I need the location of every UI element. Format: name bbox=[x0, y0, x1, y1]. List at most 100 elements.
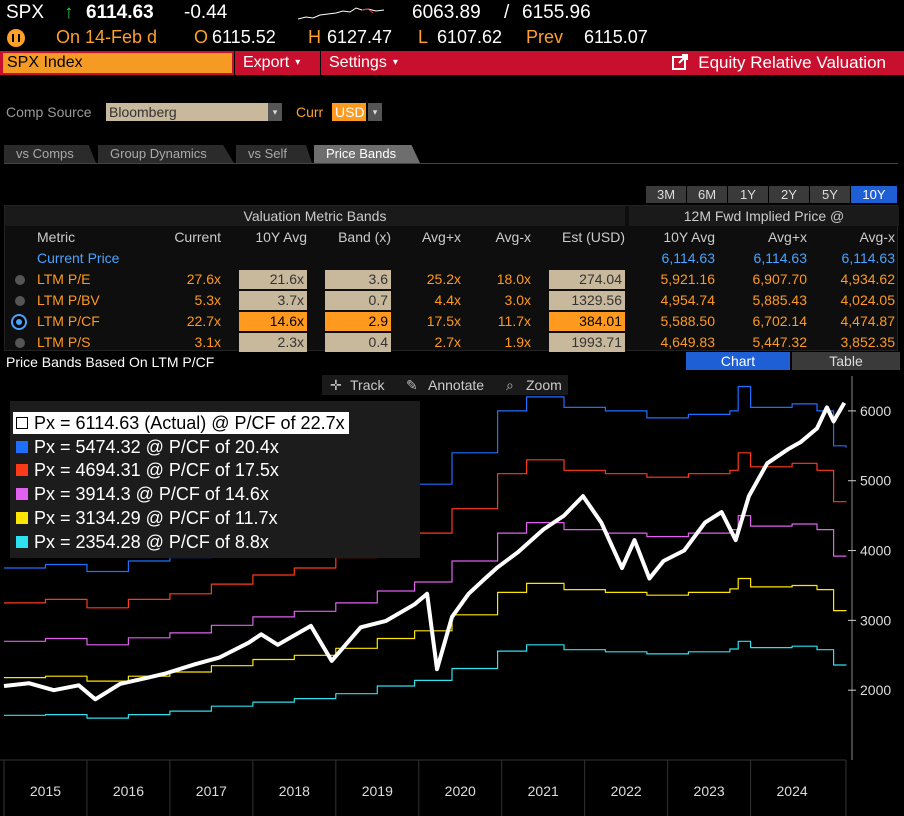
y-tick-label: 3000 bbox=[860, 612, 891, 628]
period-2y-button[interactable]: 2Y bbox=[769, 186, 809, 203]
col-10y-avg: 10Y Avg bbox=[255, 229, 307, 245]
price-change: -0.44 bbox=[184, 2, 228, 23]
prev-label: Prev bbox=[526, 27, 564, 47]
legend-item[interactable]: Px = 4694.31 @ P/CF of 17.5x bbox=[16, 459, 279, 481]
table-view-button[interactable]: Table bbox=[792, 352, 900, 370]
metric-name: LTM P/CF bbox=[37, 313, 100, 329]
section-header: Price Bands Based On LTM P/CF Chart Tabl… bbox=[0, 352, 904, 372]
security-field[interactable]: SPX Index bbox=[3, 53, 232, 73]
x-tick-label: 2024 bbox=[777, 783, 808, 799]
legend-item[interactable]: Px = 6114.63 (Actual) @ P/CF of 22.7x bbox=[13, 412, 349, 434]
x-tick-label: 2023 bbox=[694, 783, 725, 799]
x-tick-label: 2019 bbox=[362, 783, 393, 799]
legend-label: Px = 3914.3 @ P/CF of 14.6x bbox=[34, 484, 269, 504]
comp-source-dropdown[interactable]: Bloomberg bbox=[106, 103, 268, 121]
metric-band-input[interactable]: 2.9 bbox=[325, 312, 391, 331]
implied-plus: 6,907.70 bbox=[752, 271, 808, 287]
current-price-minus: 6,114.63 bbox=[841, 250, 895, 266]
radio-button[interactable] bbox=[15, 275, 25, 285]
settings-label: Settings bbox=[329, 54, 387, 72]
crosshair-icon: ✛ bbox=[330, 377, 342, 393]
magnifier-icon: ⌕ bbox=[506, 377, 514, 393]
tab-price-bands[interactable]: Price Bands bbox=[314, 145, 420, 163]
x-tick-label: 2017 bbox=[196, 783, 227, 799]
metric-est-input[interactable]: 1993.71 bbox=[549, 333, 625, 352]
chart-legend: Px = 6114.63 (Actual) @ P/CF of 22.7x Px… bbox=[10, 401, 420, 558]
period-1y-button[interactable]: 1Y bbox=[728, 186, 768, 203]
popout-icon bbox=[672, 54, 689, 70]
legend-label: Px = 6114.63 (Actual) @ P/CF of 22.7x bbox=[34, 413, 345, 433]
implied-plus: 5,447.32 bbox=[752, 334, 808, 350]
chevron-down-icon[interactable]: ▾ bbox=[268, 103, 282, 121]
tab-group-dynamics[interactable]: Group Dynamics bbox=[98, 145, 234, 163]
table-row[interactable]: LTM P/S 3.1x 2.3x 0.4 2.7x 1.9x 1993.71 … bbox=[5, 332, 899, 353]
period-6m-button[interactable]: 6M bbox=[687, 186, 727, 203]
radio-button-selected[interactable] bbox=[11, 314, 27, 330]
period-5y-button[interactable]: 5Y bbox=[810, 186, 850, 203]
radio-button[interactable] bbox=[15, 296, 25, 306]
legend-swatch bbox=[16, 488, 28, 500]
track-button[interactable]: Track bbox=[350, 377, 385, 393]
function-title-text: Equity Relative Valuation bbox=[698, 53, 886, 72]
legend-item[interactable]: Px = 5474.32 @ P/CF of 20.4x bbox=[16, 436, 279, 458]
table-row-selected[interactable]: LTM P/CF 22.7x 14.6x 2.9 17.5x 11.7x 384… bbox=[5, 311, 899, 332]
tab-strip: vs Comps Group Dynamics vs Self Price Ba… bbox=[4, 145, 424, 163]
chart-view-button[interactable]: Chart bbox=[686, 352, 790, 370]
col-avg-plus: Avg+x bbox=[421, 229, 461, 245]
tab-vs-comps[interactable]: vs Comps bbox=[4, 145, 96, 163]
implied-plus: 6,702.14 bbox=[752, 313, 808, 329]
period-3m-button[interactable]: 3M bbox=[646, 186, 686, 203]
metric-avg-minus: 18.0x bbox=[496, 271, 531, 287]
metric-est-input[interactable]: 384.01 bbox=[549, 312, 625, 331]
open-value: 6115.52 bbox=[212, 27, 276, 47]
metric-current: 3.1x bbox=[194, 334, 221, 350]
legend-swatch bbox=[16, 512, 28, 524]
annotate-button[interactable]: Annotate bbox=[428, 377, 485, 393]
metric-name: LTM P/BV bbox=[37, 292, 100, 308]
current-price-plus: 6,114.63 bbox=[753, 250, 807, 266]
metric-est-input[interactable]: 274.04 bbox=[549, 270, 625, 289]
metric-band-input[interactable]: 3.6 bbox=[325, 270, 391, 289]
chevron-down-icon[interactable]: ▾ bbox=[368, 103, 382, 121]
legend-label: Px = 4694.31 @ P/CF of 17.5x bbox=[34, 460, 279, 480]
range-low: 6063.89 bbox=[412, 2, 481, 23]
function-title[interactable]: Equity Relative Valuation bbox=[672, 51, 886, 75]
caret-down-icon: ▾ bbox=[295, 57, 301, 68]
metric-band-input[interactable]: 0.7 bbox=[325, 291, 391, 310]
metric-band-input[interactable]: 0.4 bbox=[325, 333, 391, 352]
currency-dropdown[interactable]: USD bbox=[332, 103, 366, 121]
legend-item[interactable]: Px = 3914.3 @ P/CF of 14.6x bbox=[16, 483, 269, 505]
clock-icon bbox=[7, 29, 25, 47]
table-row[interactable]: LTM P/BV 5.3x 3.7x 0.7 4.4x 3.0x 1329.56… bbox=[5, 290, 899, 311]
table-row[interactable]: LTM P/E 27.6x 21.6x 3.6 25.2x 18.0x 274.… bbox=[5, 269, 899, 290]
band-line-series bbox=[4, 515, 847, 646]
export-menu[interactable]: Export ▾ bbox=[234, 51, 320, 75]
metric-name: LTM P/S bbox=[37, 334, 91, 350]
legend-label: Px = 5474.32 @ P/CF of 20.4x bbox=[34, 437, 279, 457]
period-10y-button[interactable]: 10Y bbox=[851, 186, 897, 203]
high-label: H bbox=[308, 27, 321, 47]
metric-avg: 2.3x bbox=[239, 333, 307, 352]
col-current: Current bbox=[174, 229, 221, 245]
y-tick-label: 6000 bbox=[860, 403, 891, 419]
metric-est-input[interactable]: 1329.56 bbox=[549, 291, 625, 310]
radio-button[interactable] bbox=[15, 338, 25, 348]
group-header-bands: Valuation Metric Bands bbox=[5, 206, 625, 226]
implied-avg: 5,588.50 bbox=[660, 313, 716, 329]
legend-item[interactable]: Px = 2354.28 @ P/CF of 8.8x bbox=[16, 531, 269, 553]
ticker-symbol: SPX bbox=[6, 2, 45, 23]
implied-minus: 4,934.62 bbox=[840, 271, 896, 287]
tab-vs-self[interactable]: vs Self bbox=[236, 145, 312, 163]
implied-minus: 3,852.35 bbox=[840, 334, 896, 350]
settings-menu[interactable]: Settings ▾ bbox=[320, 51, 420, 75]
command-bar: SPX Index Export ▾ Settings ▾ Equity Relat… bbox=[0, 51, 904, 75]
legend-item[interactable]: Px = 3134.29 @ P/CF of 11.7x bbox=[16, 507, 278, 529]
valuation-table: Valuation Metric Bands 12M Fwd Implied P… bbox=[4, 205, 899, 353]
low-label: L bbox=[418, 27, 429, 47]
zoom-button[interactable]: Zoom bbox=[526, 377, 562, 393]
filter-row: Comp Source Bloomberg ▾ Curr USD ▾ bbox=[6, 103, 406, 123]
current-price-avg: 6,114.63 bbox=[661, 250, 715, 266]
x-tick-label: 2021 bbox=[528, 783, 559, 799]
x-tick-label: 2015 bbox=[30, 783, 61, 799]
